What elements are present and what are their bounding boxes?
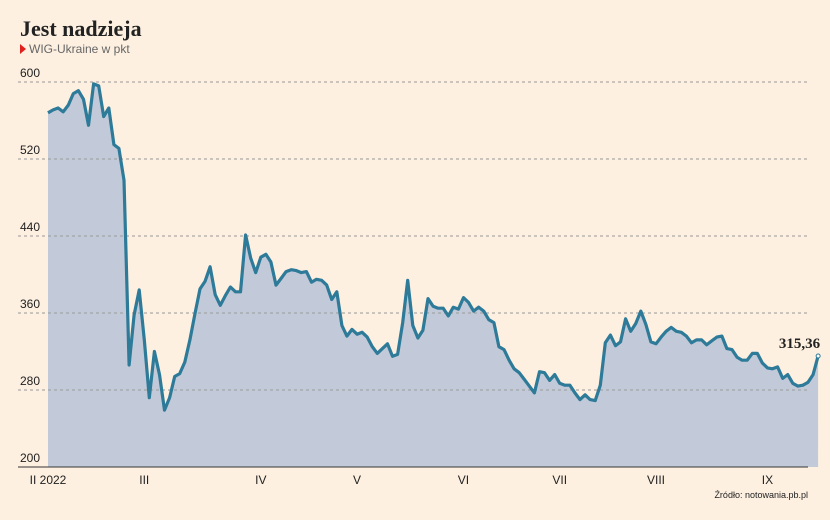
y-tick-label: 520: [20, 143, 40, 157]
x-tick-label: IX: [762, 473, 773, 487]
x-tick-label: II 2022: [30, 473, 67, 487]
chart-title: Jest nadzieja: [20, 16, 142, 41]
x-tick-label: V: [353, 473, 361, 487]
y-tick-label: 280: [20, 374, 40, 388]
chart-subtitle: WIG-Ukraine w pkt: [29, 42, 130, 56]
y-tick-label: 200: [20, 451, 40, 465]
x-tick-label: IV: [255, 473, 266, 487]
source: Źródło: notowania.pb.pl: [714, 490, 808, 500]
value-label: 315,36: [779, 336, 821, 352]
y-tick-label: 600: [20, 66, 40, 80]
line: [47, 82, 820, 412]
x-tick-label: VI: [458, 473, 469, 487]
area: [48, 83, 819, 468]
end-point: [815, 353, 821, 359]
y-tick-label: 360: [20, 297, 40, 311]
y-tick-label: 440: [20, 220, 40, 234]
x-tick-label: III: [139, 473, 149, 487]
x-tick-label: VII: [552, 473, 567, 487]
x-tick-label: VIII: [647, 473, 665, 487]
subtitle-marker: [20, 44, 26, 54]
